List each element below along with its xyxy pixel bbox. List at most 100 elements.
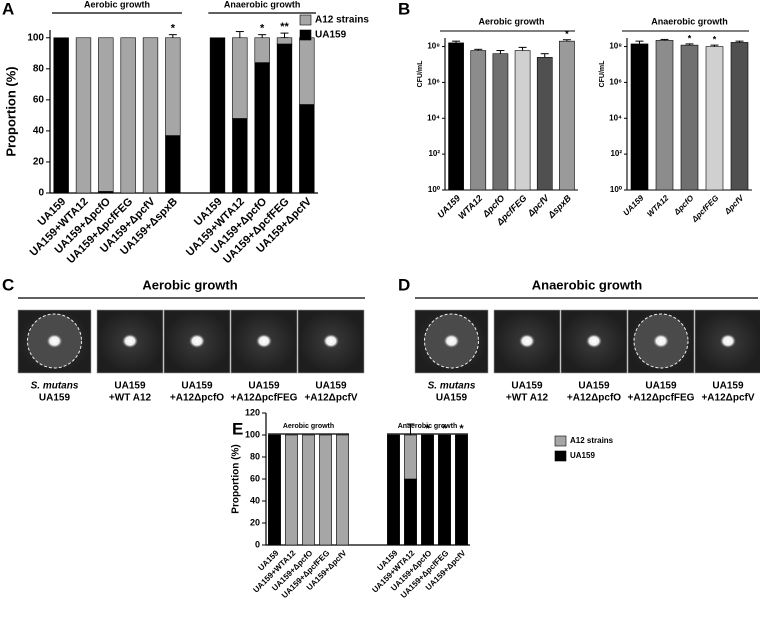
- y-tick-label: 20: [250, 517, 260, 527]
- x-tick-label: WTA12: [456, 193, 484, 221]
- bar-segment: [254, 37, 270, 63]
- group-title: Anaerobic growth: [398, 423, 458, 430]
- chart-title: Aerobic growth: [478, 16, 544, 26]
- y-axis-label: Proportion (%): [231, 444, 242, 513]
- significance: *: [442, 423, 447, 435]
- x-tick-label: ΔpcfFEG: [689, 194, 720, 225]
- y-tick-label: 80: [33, 63, 45, 74]
- legend-swatch: [554, 450, 567, 462]
- group-title: Aerobic growth: [84, 0, 150, 9]
- legend-label: A12 strains: [570, 436, 614, 445]
- photo-caption: UA159: [248, 381, 280, 392]
- group-title: Anaerobic growth: [224, 0, 301, 9]
- y-tick-label: 10²: [428, 149, 440, 158]
- colony: [443, 334, 460, 348]
- legend-swatch: [299, 29, 312, 41]
- y-tick-label: 10⁶: [609, 78, 622, 87]
- bar-segment: [299, 37, 315, 105]
- panel-letter: C: [2, 275, 14, 294]
- colony: [720, 334, 736, 348]
- legend-swatch: [299, 14, 312, 26]
- bar-segment: [438, 434, 451, 546]
- photo-caption: +A12ΔpcfFEG: [231, 393, 298, 404]
- significance: *: [688, 33, 692, 43]
- photo-caption: +A12ΔpcfFEG: [628, 393, 695, 404]
- y-tick-label: 10⁶: [427, 78, 440, 87]
- y-tick-label: 40: [250, 495, 260, 505]
- y-tick-label: 10⁰: [428, 185, 441, 194]
- photo-caption: +A12ΔpcfO: [170, 393, 224, 404]
- y-tick-label: 10⁸: [427, 42, 440, 51]
- bar-segment: [421, 434, 434, 546]
- bar-segment: [404, 478, 417, 546]
- photo-caption: UA159: [181, 381, 213, 392]
- bar-segment: [336, 434, 349, 546]
- y-tick-label: 10²: [610, 149, 622, 158]
- bar: [655, 40, 674, 191]
- significance: *: [459, 423, 464, 435]
- photo-caption: UA159: [39, 393, 71, 404]
- bar-segment: [404, 434, 417, 480]
- photo-caption: +WT A12: [506, 393, 549, 404]
- legend-label: A12 strains: [315, 15, 369, 26]
- y-tick-label: 20: [33, 157, 45, 168]
- x-tick-label: UA159: [621, 193, 645, 217]
- photo-caption: +A12ΔpcfO: [567, 393, 621, 404]
- photo-caption: UA159: [511, 381, 543, 392]
- bar: [559, 40, 575, 191]
- y-tick-label: 0: [38, 188, 44, 199]
- bar: [730, 42, 749, 191]
- bar-segment: [276, 37, 293, 45]
- y-tick-label: 60: [250, 473, 260, 483]
- bar-segment: [455, 434, 468, 546]
- significance: *: [425, 423, 430, 435]
- colony: [519, 334, 535, 348]
- panel-letter: B: [398, 0, 410, 18]
- bar-segment: [302, 434, 315, 546]
- bar-segment: [276, 43, 293, 194]
- y-tick-label: 120: [245, 407, 260, 417]
- photo-caption: UA159: [436, 393, 468, 404]
- y-tick-label: 80: [250, 451, 260, 461]
- colony: [323, 334, 339, 348]
- colony: [256, 334, 272, 348]
- colony: [586, 334, 602, 348]
- bar-segment: [165, 135, 181, 194]
- inhibition-outline: [633, 313, 689, 369]
- colony: [46, 334, 63, 348]
- y-tick-label: 100: [27, 32, 44, 43]
- y-tick-label: 0: [255, 539, 260, 549]
- y-axis-label: CFU/mL: [417, 60, 424, 88]
- panel-letter: A: [2, 0, 14, 18]
- bar: [492, 53, 509, 191]
- significance: *: [565, 29, 569, 39]
- colony: [189, 334, 205, 348]
- bar: [536, 57, 553, 191]
- panel-letter: D: [398, 275, 410, 294]
- bar: [630, 43, 649, 191]
- photo-caption: UA159: [114, 381, 146, 392]
- bar-segment: [387, 434, 400, 546]
- bar: [514, 50, 531, 191]
- y-tick-label: 10⁴: [427, 113, 440, 122]
- significance: *: [171, 23, 176, 35]
- photo-caption: +A12ΔpcfV: [701, 393, 754, 404]
- y-tick-label: 10⁸: [609, 42, 622, 51]
- photo-caption: S. mutans: [428, 381, 476, 392]
- x-tick-label: ΔpcfV: [722, 193, 746, 217]
- legend-label: UA159: [315, 30, 347, 41]
- panel-title: Anaerobic growth: [532, 277, 643, 292]
- y-tick-label: 10⁰: [610, 185, 623, 194]
- bar-segment: [268, 434, 281, 546]
- photo-caption: S. mutans: [31, 381, 79, 392]
- photo-caption: UA159: [315, 381, 347, 392]
- y-tick-label: 100: [245, 429, 260, 439]
- x-tick-label: ΔpcfO: [672, 193, 696, 217]
- x-tick-label: ΔspxB: [545, 193, 573, 221]
- inhibition-outline: [27, 313, 82, 369]
- photo-caption: UA159: [712, 381, 744, 392]
- y-tick-label: 40: [33, 126, 45, 137]
- y-axis-label: Proportion (%): [3, 66, 18, 156]
